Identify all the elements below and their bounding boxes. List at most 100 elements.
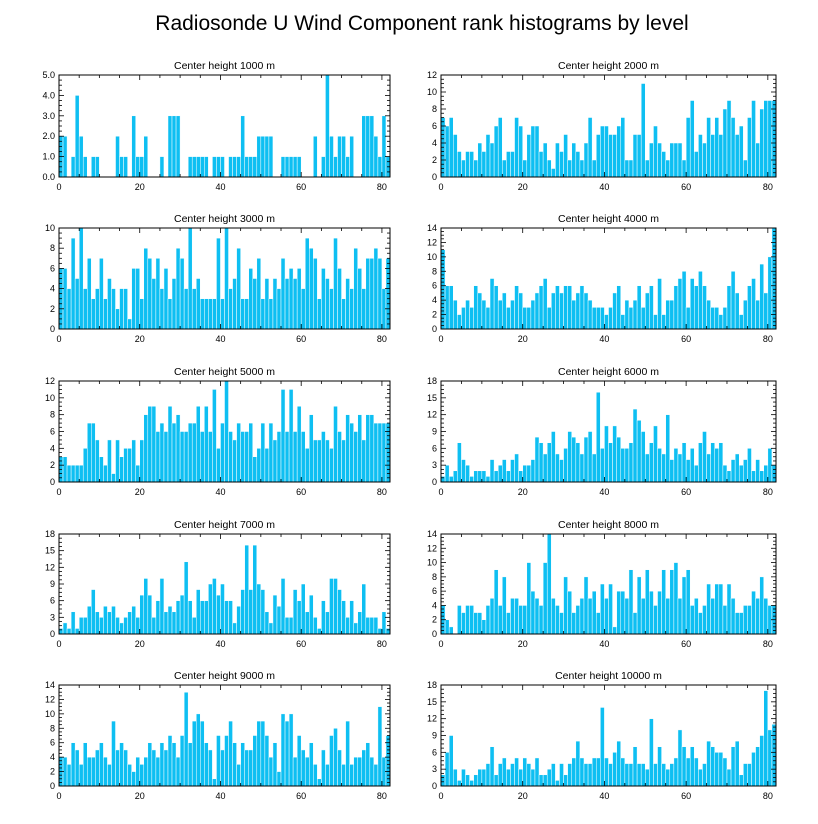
histogram-bar — [276, 288, 282, 330]
histogram-bar — [514, 598, 519, 635]
histogram-bar — [313, 258, 318, 330]
histogram-bar — [341, 600, 346, 635]
histogram-bar — [373, 135, 379, 178]
histogram-bar — [694, 598, 699, 635]
x-tick-label: 40 — [215, 487, 225, 497]
chart-panel-7: Center height 7000 m 0 20 40 60 80 0 3 6 9 12 15 18 — [45, 519, 391, 649]
histogram-bar — [632, 612, 638, 635]
histogram-bar — [341, 439, 346, 483]
histogram-bar — [313, 617, 318, 635]
histogram-bar — [264, 735, 270, 787]
histogram-bar — [111, 288, 116, 330]
x-tick-label: 40 — [215, 334, 225, 344]
histogram-bar — [477, 470, 483, 483]
histogram-bar — [99, 258, 104, 330]
histogram-bar — [232, 742, 237, 787]
histogram-bar — [559, 292, 564, 330]
histogram-bar — [268, 422, 274, 483]
x-tick-label: 80 — [377, 334, 387, 344]
histogram-bar — [216, 237, 221, 330]
histogram-bar — [256, 448, 262, 483]
histogram-bar — [636, 285, 642, 330]
histogram-bar — [280, 713, 286, 787]
histogram-bar — [147, 742, 153, 787]
histogram-bar — [244, 298, 249, 330]
histogram-bar — [313, 764, 318, 787]
histogram-bar — [571, 436, 577, 483]
histogram-bar — [131, 439, 136, 483]
histogram-bar — [555, 605, 560, 635]
histogram-bar — [726, 768, 732, 787]
histogram-bar — [718, 134, 724, 178]
histogram-bar — [111, 720, 116, 787]
histogram-bar — [755, 598, 760, 635]
histogram-bar — [743, 605, 748, 635]
histogram-bar — [694, 151, 699, 178]
histogram-bar — [70, 156, 76, 178]
histogram-bar — [151, 617, 157, 635]
histogram-bar — [95, 288, 100, 330]
histogram-bar — [276, 431, 282, 483]
histogram-bar — [82, 156, 88, 178]
histogram-bar — [296, 735, 302, 787]
histogram-bar — [212, 778, 217, 787]
histogram-bar — [317, 778, 322, 787]
histogram-bar — [497, 117, 503, 178]
histogram-bar — [369, 756, 375, 787]
histogram-bar — [591, 159, 597, 178]
histogram-bar — [159, 422, 165, 483]
histogram-bar — [195, 406, 201, 483]
x-tick-label: 40 — [215, 791, 225, 801]
histogram-bar — [608, 583, 613, 635]
histogram-bar — [669, 299, 675, 330]
histogram-bar — [357, 756, 362, 787]
histogram-bar — [280, 578, 286, 635]
histogram-bar — [649, 442, 654, 483]
histogram-bar — [685, 459, 691, 483]
histogram-bar — [171, 278, 177, 330]
histogram-bar — [673, 757, 679, 787]
histogram-bar — [159, 742, 165, 787]
histogram-bar — [542, 453, 548, 483]
histogram-bar — [232, 278, 237, 330]
histogram-bar — [689, 605, 695, 635]
histogram-bar — [706, 583, 711, 635]
histogram-bar — [236, 764, 241, 787]
histogram-bar — [127, 764, 132, 787]
histogram-bar — [481, 768, 487, 787]
histogram-bar — [151, 406, 157, 483]
histogram-bar — [240, 115, 245, 178]
y-tick-label: 2 — [432, 615, 437, 625]
histogram-bar — [195, 713, 201, 787]
histogram-bar — [595, 391, 601, 483]
histogram-bar — [220, 156, 225, 178]
histogram-bar — [726, 100, 732, 178]
histogram-bar — [70, 464, 76, 483]
histogram-bar — [95, 156, 100, 178]
histogram-bar — [591, 453, 597, 483]
histogram-bar — [563, 134, 568, 178]
x-tick-label: 0 — [438, 791, 443, 801]
histogram-bar — [74, 278, 80, 330]
histogram-bar — [135, 756, 140, 787]
histogram-bar — [212, 298, 217, 330]
histogram-bar — [135, 156, 140, 178]
y-tick-label: 0 — [432, 629, 437, 639]
histogram-bar — [653, 125, 658, 178]
histogram-bar — [369, 414, 375, 483]
histogram-bar — [485, 605, 491, 635]
histogram-bar — [734, 453, 740, 483]
histogram-bar — [493, 569, 499, 635]
histogram-bar — [681, 442, 687, 483]
histogram-bar — [571, 757, 577, 787]
x-tick-label: 40 — [599, 639, 609, 649]
histogram-bar — [514, 285, 519, 330]
histogram-bar — [706, 453, 711, 483]
histogram-bar — [649, 718, 654, 787]
histogram-bar — [477, 292, 483, 330]
histogram-bar — [70, 742, 76, 787]
histogram-bar — [763, 598, 769, 635]
histogram-bar — [567, 285, 572, 330]
histogram-bar — [78, 464, 84, 483]
histogram-bar — [200, 298, 205, 330]
